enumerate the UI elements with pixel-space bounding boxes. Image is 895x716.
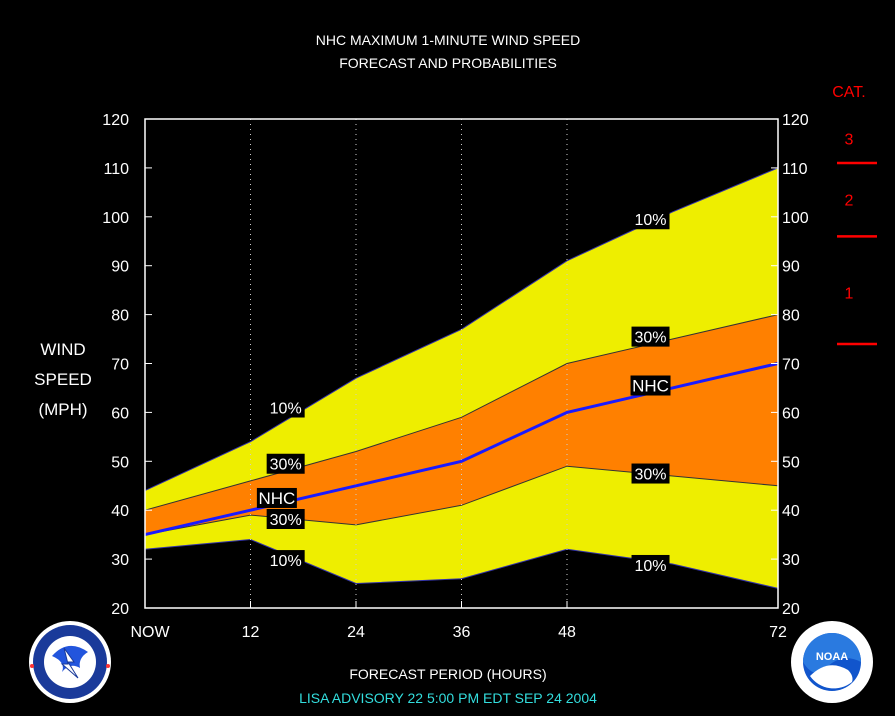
series-label-text: 30%: [270, 457, 302, 474]
y-tick-label-left: 60: [111, 405, 129, 422]
x-tick-label: 72: [769, 624, 787, 641]
x-tick-label: 36: [453, 624, 471, 641]
advisory-info: LISA ADVISORY 22 5:00 PM EDT SEP 24 2004: [299, 690, 597, 706]
series-label: 30%: [631, 326, 670, 347]
chart-title-line-1: NHC MAXIMUM 1-MINUTE WIND SPEED: [316, 32, 580, 48]
line-lower-30-percent: [144, 465, 779, 536]
y-tick-label-right: 120: [782, 112, 809, 129]
series-label: 10%: [631, 554, 670, 575]
y-axis-label-line-2: SPEED: [34, 370, 92, 389]
y-tick-labels-right: 20 30 40 50 60 70 80 90 100 110 120: [782, 112, 809, 618]
noaa-logo: NOAA: [791, 621, 873, 703]
series-label-box: [266, 509, 305, 530]
series-label-text: 10%: [270, 553, 302, 570]
y-tick-label-left: 110: [103, 161, 129, 178]
y-tick-label-left: 90: [111, 259, 129, 276]
series-label: NHC: [630, 375, 671, 396]
series-label-box: [266, 550, 305, 571]
y-tick-label-left: 80: [111, 308, 129, 325]
series-label-text: 30%: [635, 467, 667, 484]
y-tick-label-left: 50: [111, 454, 129, 471]
series-label: 30%: [266, 509, 305, 530]
series-label-box: [256, 487, 297, 508]
series-label: 10%: [266, 550, 305, 571]
series-label-text: 30%: [270, 512, 302, 529]
series-label: 10%: [631, 209, 670, 230]
y-tick-label-left: 70: [111, 357, 129, 374]
nhc-forecast-line: [144, 362, 779, 537]
y-axis-label-line-1: WIND: [40, 340, 85, 359]
y-tick-label-right: 30: [782, 552, 800, 569]
x-tick-label: 48: [558, 624, 576, 641]
series-label-text: 30%: [635, 330, 667, 347]
y-tick-label-right: 90: [782, 259, 800, 276]
x-tick-label: NOW: [130, 624, 170, 641]
noaa-logo-wordmark: NOAA: [816, 651, 848, 663]
y-tick-label-right: 70: [782, 357, 800, 374]
series-labels: 10% 30% NHC 30% 10% 10% 30% NHC 30% 10%: [256, 209, 671, 575]
category-label-1: 1: [845, 286, 854, 303]
series-label-text: NHC: [258, 489, 295, 508]
y-tick-label-left: 120: [102, 112, 129, 129]
x-tick-labels: NOW 12 24 36 48 72: [130, 624, 787, 641]
series-label-box: [631, 326, 670, 347]
series-label-box: [631, 554, 670, 575]
hurricane-category-scale: CAT. 1 2 3: [832, 84, 877, 346]
series-label-box: [266, 397, 305, 418]
series-label: 10%: [266, 397, 305, 418]
y-tick-label-right: 80: [782, 308, 800, 325]
nws-logo: [29, 621, 111, 703]
x-tick-label: 12: [242, 624, 260, 641]
series-label: 30%: [266, 453, 305, 474]
y-axis-label-line-3: (MPH): [38, 400, 87, 419]
category-label-2: 2: [845, 193, 854, 210]
y-tick-label-right: 100: [782, 210, 809, 227]
category-heading: CAT.: [832, 84, 865, 101]
series-label-text: NHC: [632, 377, 669, 396]
y-tick-label-right: 50: [782, 454, 800, 471]
y-tick-label-left: 100: [102, 210, 129, 227]
series-label-box: [266, 453, 305, 474]
x-tick-label: 24: [347, 624, 365, 641]
y-tick-label-left: 20: [111, 601, 129, 618]
series-label: NHC: [256, 487, 297, 508]
series-label: 30%: [631, 463, 670, 484]
y-tick-label-right: 60: [782, 405, 800, 422]
category-label-3: 3: [845, 132, 854, 149]
chart-title-line-2: FORECAST AND PROBABILITIES: [339, 55, 557, 71]
series-label-text: 10%: [270, 401, 302, 418]
y-tick-label-right: 20: [782, 601, 800, 618]
y-tick-label-left: 30: [111, 552, 129, 569]
series-label-box: [631, 209, 670, 230]
series-label-box: [630, 375, 671, 396]
line-upper-30-percent: [144, 314, 779, 511]
series-label-text: 10%: [635, 558, 667, 575]
series-label-box: [631, 463, 670, 484]
axis-ticks: [144, 118, 779, 609]
x-axis-label: FORECAST PERIOD (HOURS): [349, 666, 546, 682]
series-label-text: 10%: [635, 212, 667, 229]
y-tick-label-left: 40: [111, 503, 129, 520]
y-tick-label-right: 40: [782, 503, 800, 520]
y-tick-label-right: 110: [782, 161, 808, 178]
y-tick-labels-left: 20 30 40 50 60 70 80 90 100 110 120: [102, 112, 129, 618]
